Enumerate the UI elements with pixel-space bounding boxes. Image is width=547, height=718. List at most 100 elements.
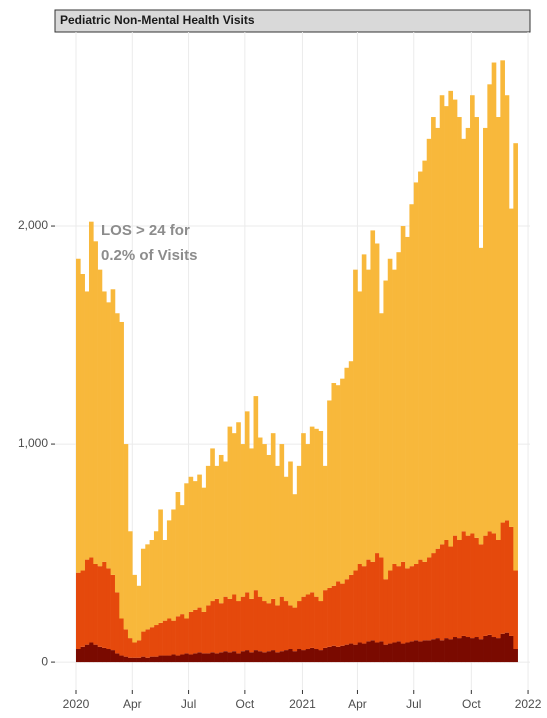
- bar-segment: [478, 247, 484, 545]
- bar-segment: [184, 618, 189, 654]
- bar-segment: [197, 474, 202, 608]
- bar-segment: [162, 539, 168, 621]
- bar-segment: [500, 522, 505, 634]
- bar-segment: [474, 637, 479, 663]
- bar-segment: [383, 280, 389, 580]
- bar-segment: [201, 653, 207, 663]
- bar-segment: [205, 653, 211, 663]
- bar-segment: [413, 182, 419, 564]
- bar-segment: [210, 448, 215, 602]
- bar-segment: [487, 634, 492, 663]
- bar-segment: [192, 481, 198, 610]
- chart-title: Pediatric Non-Mental Health Visits: [60, 13, 255, 27]
- bar-segment: [270, 598, 276, 651]
- bar-segment: [508, 635, 514, 663]
- bar-segment: [474, 537, 479, 638]
- bar-segment: [197, 607, 202, 653]
- bar-segment: [305, 444, 311, 595]
- bar-segment: [84, 559, 90, 645]
- bar-segment: [452, 535, 458, 638]
- bar-segment: [80, 570, 85, 647]
- bar-segment: [253, 650, 259, 663]
- bar-segment: [309, 426, 315, 593]
- bar-segment: [279, 444, 285, 597]
- bar-segment: [340, 583, 345, 646]
- bar-segment: [353, 269, 358, 571]
- bar-segment: [314, 428, 319, 597]
- bar-segment: [508, 526, 514, 636]
- bar-segment: [257, 596, 263, 652]
- bar-segment: [392, 642, 397, 663]
- bar-segment: [296, 601, 302, 650]
- bar-segment: [305, 594, 311, 650]
- bar-segment: [93, 644, 98, 663]
- bar-segment: [470, 95, 475, 534]
- bar-segment: [461, 138, 466, 532]
- bar-segment: [405, 642, 410, 663]
- bar-segment: [240, 444, 246, 597]
- bar-segment: [422, 640, 428, 663]
- bar-segment: [188, 611, 194, 655]
- bar-segment: [149, 656, 155, 663]
- bar-segment: [93, 563, 98, 645]
- bar-segment: [340, 645, 345, 663]
- bar-segment: [110, 574, 116, 651]
- bar-segment: [145, 657, 150, 663]
- bar-segment: [201, 611, 207, 654]
- bar-segment: [179, 614, 185, 655]
- bar-segment: [197, 652, 202, 663]
- bar-segment: [418, 641, 423, 663]
- bar-segment: [205, 605, 211, 654]
- bar-segment: [270, 650, 276, 663]
- bar-segment: [418, 171, 423, 560]
- bar-segment: [101, 291, 107, 562]
- bar-segment: [279, 651, 285, 663]
- bar-segment: [158, 622, 163, 656]
- bar-segment: [457, 638, 462, 663]
- bar-segment: [504, 520, 510, 633]
- bar-segment: [231, 594, 237, 652]
- bar-segment: [379, 641, 384, 663]
- bar-segment: [322, 465, 328, 591]
- bar-segment: [119, 618, 124, 656]
- bar-segment: [331, 585, 337, 646]
- bar-segment: [348, 361, 354, 575]
- bar-segment: [231, 433, 237, 595]
- strip: [54, 9, 531, 33]
- bar-segment: [262, 601, 267, 653]
- bar-segment: [340, 378, 345, 584]
- bar-segment: [309, 592, 315, 648]
- bar-segment: [262, 652, 267, 663]
- bar-segment: [513, 649, 518, 663]
- bar-segment: [214, 598, 220, 654]
- bar-segment: [504, 95, 510, 521]
- bar-segment: [88, 557, 94, 643]
- bar-segment: [439, 544, 445, 641]
- bar-segment: [266, 603, 272, 652]
- bar-segment: [123, 629, 129, 657]
- bar-segment: [392, 563, 397, 643]
- x-tick-label: 2022: [515, 697, 542, 711]
- bar-segment: [106, 649, 111, 663]
- bar-segment: [305, 649, 311, 663]
- x-tick-label: Jul: [406, 697, 421, 711]
- bar-segment: [296, 465, 302, 602]
- bar-segment: [461, 531, 466, 636]
- bar-segment: [335, 581, 341, 647]
- bar-segment: [145, 544, 150, 630]
- bar-segment: [387, 258, 393, 571]
- bar-segment: [184, 653, 189, 663]
- bar-segment: [413, 640, 419, 663]
- bar-segment: [188, 654, 194, 663]
- bar-segment: [435, 638, 441, 663]
- x-tick-label: 2020: [63, 697, 90, 711]
- bar-segment: [93, 241, 98, 564]
- bar-segment: [483, 635, 488, 663]
- bar-segment: [491, 533, 497, 638]
- bar-segment: [331, 383, 337, 586]
- bar-segment: [275, 605, 280, 653]
- bar-segment: [249, 652, 254, 663]
- bar-segment: [483, 535, 488, 636]
- bar-segment: [201, 487, 207, 612]
- bar-segment: [76, 649, 81, 663]
